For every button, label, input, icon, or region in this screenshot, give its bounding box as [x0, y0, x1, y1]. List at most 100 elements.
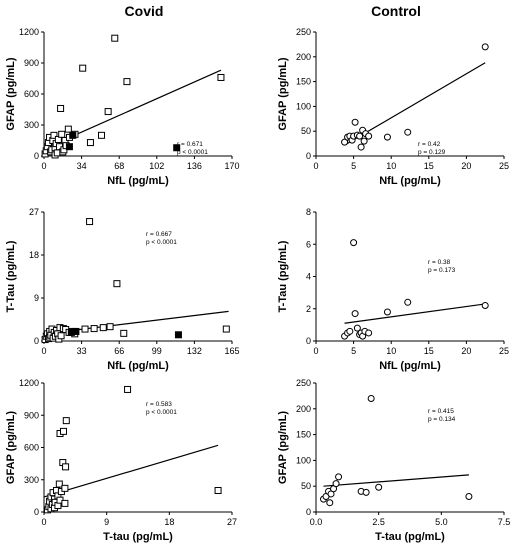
- x-tick-label: 99: [152, 346, 162, 356]
- y-tick-label: 9: [34, 293, 39, 303]
- data-point: [217, 73, 225, 81]
- y-tick-label: 300: [24, 475, 39, 485]
- panel-covid-nfl-gfap: 0 300 600 900 1200 0 34 68 102 136 170 NfL (pg/mL) G…: [5, 27, 240, 187]
- x-tick-label: 9: [104, 517, 109, 527]
- y-tick-label: 0: [306, 507, 311, 517]
- x-tick-label: 0: [41, 346, 46, 356]
- data-point: [65, 143, 73, 151]
- column-title-covid: Covid: [125, 3, 164, 19]
- data-point: [59, 427, 67, 435]
- panel-control-ttau-gfap: 0 50 100 150 200 250 0.0 2.5 5.0 7.5 T-tau (pg/mL)…: [277, 378, 510, 543]
- y-tick-label: 0: [306, 151, 311, 161]
- y-tick-label: 250: [296, 27, 311, 37]
- y-tick-label: 1200: [19, 27, 39, 37]
- data-point: [346, 327, 354, 335]
- x-tick-label: 0.0: [310, 517, 323, 527]
- data-point: [351, 118, 359, 126]
- data-point: [365, 132, 373, 140]
- x-tick-label: 20: [461, 161, 471, 171]
- panel-covid-nfl-ttau: 0 9 18 27 0 33 66 99 132 165 NfL (pg/mL) T-Tau (pg/…: [5, 207, 240, 372]
- x-tick-label: 102: [149, 161, 164, 171]
- y-tick-label: 4: [306, 272, 311, 282]
- regression-line: [323, 474, 469, 487]
- data-point: [72, 327, 80, 335]
- stat-r: r = 0.42: [418, 141, 441, 148]
- y-tick-label: 900: [24, 410, 39, 420]
- y-axis-title: GFAP (pg/mL): [5, 57, 17, 130]
- stat-p: p < 0.0001: [146, 239, 177, 246]
- stat-p: p = 0.173: [428, 267, 456, 274]
- data-point: [98, 131, 106, 139]
- x-axis-title: NfL (pg/mL): [379, 175, 441, 187]
- y-tick-label: 50: [301, 481, 311, 491]
- data-point: [79, 64, 87, 72]
- data-point: [383, 133, 391, 141]
- data-point: [173, 144, 181, 152]
- x-tick-label: 0: [41, 517, 46, 527]
- data-point: [113, 280, 121, 288]
- data-point: [481, 302, 489, 310]
- data-point: [365, 329, 373, 337]
- data-point: [55, 480, 63, 488]
- data-point: [356, 132, 364, 140]
- data-point: [124, 385, 132, 393]
- panel-covid-ttau-gfap: 0 300 600 900 1200 0 9 18 27 T-tau (pg/mL) GFAP (p…: [5, 378, 237, 543]
- y-axis-title: T-Tau (pg/mL): [277, 240, 289, 312]
- x-axis-title: NfL (pg/mL): [379, 360, 441, 372]
- x-tick-label: 5: [351, 161, 356, 171]
- data-point: [222, 325, 230, 333]
- x-axis-title: T-tau (pg/mL): [103, 531, 173, 543]
- x-tick-label: 10: [386, 161, 396, 171]
- data-point: [120, 329, 128, 337]
- column-title-control: Control: [371, 3, 421, 19]
- y-tick-label: 250: [296, 378, 311, 388]
- data-point: [351, 310, 359, 318]
- regression-line: [43, 444, 219, 498]
- y-tick-label: 600: [24, 89, 39, 99]
- data-point: [57, 104, 65, 112]
- data-point: [383, 308, 391, 316]
- panel-control-nfl-gfap: 0 50 100 150 200 250 0 5 10 15 20 25 NfL (pg/mL) GFAP…: [277, 27, 509, 187]
- x-tick-label: 15: [424, 161, 434, 171]
- x-tick-label: 34: [77, 161, 87, 171]
- data-point: [58, 130, 66, 138]
- x-tick-label: 0: [313, 161, 318, 171]
- data-point: [362, 488, 370, 496]
- data-point: [326, 499, 334, 507]
- x-tick-label: 5: [351, 346, 356, 356]
- x-tick-label: 25: [499, 346, 509, 356]
- x-tick-label: 66: [114, 346, 124, 356]
- data-point: [99, 324, 107, 332]
- data-point: [367, 394, 375, 402]
- x-tick-label: 136: [187, 161, 202, 171]
- y-tick-label: 18: [29, 250, 39, 260]
- data-point: [360, 137, 368, 145]
- data-point: [214, 487, 222, 494]
- stat-r: r = 0.671: [177, 141, 203, 148]
- x-tick-label: 68: [114, 161, 124, 171]
- x-tick-label: 0: [41, 161, 46, 171]
- y-tick-label: 100: [296, 455, 311, 465]
- data-point: [357, 143, 365, 151]
- data-point: [61, 484, 69, 492]
- x-axis-title: NfL (pg/mL): [107, 175, 169, 187]
- y-axis-title: GFAP (pg/mL): [5, 411, 17, 484]
- data-point: [50, 131, 58, 139]
- stat-p: p = 0.134: [428, 416, 456, 423]
- y-tick-label: 6: [306, 239, 311, 249]
- y-tick-label: 150: [296, 430, 311, 440]
- stat-r: r = 0.667: [146, 231, 172, 238]
- y-tick-label: 8: [306, 207, 311, 217]
- x-tick-label: 5.0: [435, 517, 448, 527]
- data-point: [90, 325, 98, 333]
- x-axis-title: NfL (pg/mL): [107, 360, 169, 372]
- y-tick-label: 0: [34, 151, 39, 161]
- y-tick-label: 0: [34, 507, 39, 517]
- x-tick-label: 10: [386, 346, 396, 356]
- stat-p: p = 0.129: [418, 149, 446, 156]
- y-axis-title: T-Tau (pg/mL): [5, 240, 17, 312]
- x-tick-label: 18: [164, 517, 174, 527]
- y-tick-label: 0: [34, 336, 39, 346]
- data-point: [86, 218, 94, 226]
